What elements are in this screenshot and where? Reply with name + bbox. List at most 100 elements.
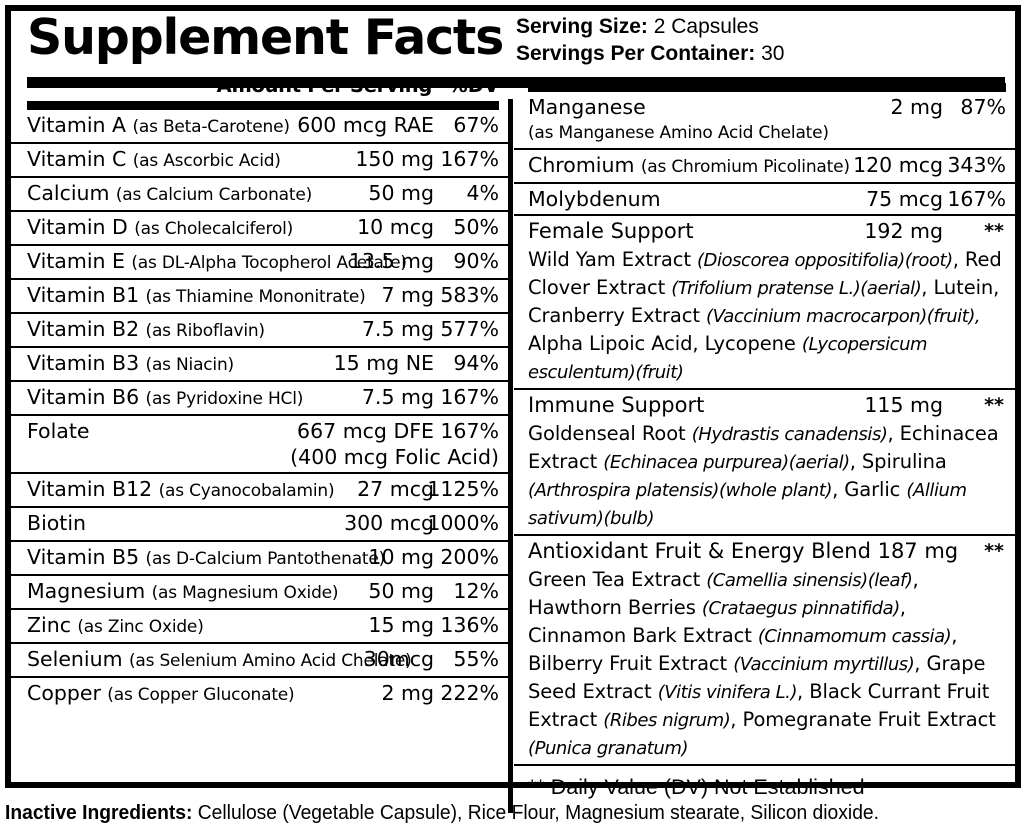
blend-row: Immune Support 115 mg ** Goldenseal Root (H… — [514, 388, 1015, 534]
table-row: Copper (as Copper Gluconate) 2 mg 222% — [11, 676, 508, 710]
nutrient-form: (as DL-Alpha Tocopherol Acetate) — [131, 253, 407, 273]
nutrient-amount: 75 mcg — [866, 187, 943, 211]
right-column-spacer — [514, 73, 1015, 83]
dv-header: %DV — [448, 74, 499, 97]
table-row: Magnesium (as Magnesium Oxide) 50 mg 12% — [11, 574, 508, 608]
nutrient-amount: 120 mcg — [853, 153, 943, 177]
nutrient-dv: 1125% — [427, 477, 499, 501]
nutrient-name: Vitamin C — [27, 147, 127, 171]
nutrient-form: (as Thiamine Mononitrate) — [145, 287, 366, 307]
nutrient-name: Zinc — [27, 613, 72, 637]
table-row: Chromium (as Chromium Picolinate) 120 mcg… — [514, 148, 1015, 182]
nutrient-form: (as Calcium Carbonate) — [115, 185, 313, 205]
blend-row: Female Support 192 mg ** Wild Yam Extract (… — [514, 214, 1015, 388]
nutrient-dv: 167% — [947, 187, 1006, 211]
nutrient-columns: Amount Per Serving %DV Vitamin A (as Bet… — [11, 73, 1015, 813]
nutrient-amount: 667 mcg DFE — [297, 419, 434, 443]
nutrient-dv: 90% — [453, 249, 499, 273]
blend-name: Immune Support — [528, 393, 705, 417]
nutrient-form: (as Zinc Oxide) — [77, 617, 204, 637]
nutrient-amount: 150 mg — [355, 147, 434, 171]
right-column: Manganese 2 mg 87% (as Manganese Amino Acid… — [514, 73, 1015, 799]
nutrient-amount: 30mcg — [363, 647, 434, 671]
nutrient-name: Chromium — [528, 153, 635, 177]
table-row: Molybdenum 75 mcg 167% — [514, 182, 1015, 214]
inactive-ingredients-label: Inactive Ingredients: — [5, 801, 193, 824]
nutrient-dv: 87% — [960, 95, 1006, 119]
right-header-rule — [528, 83, 1006, 92]
column-headers: Amount Per Serving %DV — [11, 73, 508, 101]
nutrient-form: (as Copper Gluconate) — [107, 685, 295, 705]
page-title: Supplement Facts — [27, 9, 504, 66]
nutrient-name: Vitamin B2 — [27, 317, 140, 341]
nutrient-form: (as D-Calcium Pantothenate) — [145, 549, 386, 569]
nutrient-name: Vitamin B3 — [27, 351, 140, 375]
blend-dv: ** — [984, 394, 1004, 416]
inactive-ingredients-value: Cellulose (Vegetable Capsule), Rice Flou… — [192, 801, 879, 824]
blend-row: Antioxidant Fruit & Energy Blend 187 mg *… — [514, 534, 1015, 764]
nutrient-dv: 577% — [440, 317, 499, 341]
nutrient-dv: 67% — [453, 113, 499, 137]
table-row: Zinc (as Zinc Oxide) 15 mg 136% — [11, 608, 508, 642]
nutrient-amount: 2 mg — [890, 95, 943, 119]
servings-per-container-line: Servings Per Container: 30 — [516, 40, 784, 67]
nutrient-form: (as Ascorbic Acid) — [132, 151, 281, 171]
nutrient-form: (as Magnesium Oxide) — [151, 583, 339, 603]
nutrient-name: Vitamin A — [27, 113, 127, 137]
blend-dv: ** — [984, 220, 1004, 242]
nutrient-name: Vitamin B6 — [27, 385, 140, 409]
nutrient-form: (as Manganese Amino Acid Chelate) — [528, 123, 829, 143]
nutrient-name: Folate — [27, 419, 90, 443]
table-row: Vitamin B1 (as Thiamine Mononitrate) 7 mg… — [11, 278, 508, 312]
nutrient-name: Vitamin E — [27, 249, 125, 273]
nutrient-amount: 2 mg — [381, 681, 434, 705]
nutrient-name: Vitamin B5 — [27, 545, 140, 569]
nutrient-name: Vitamin B1 — [27, 283, 140, 307]
nutrient-name: Biotin — [27, 511, 87, 535]
facts-panel: Supplement Facts Serving Size: 2 Capsule… — [5, 5, 1021, 813]
serving-size-label: Serving Size: — [516, 15, 648, 38]
servings-per-container-value: 30 — [761, 42, 785, 65]
nutrient-dv: 167% — [440, 147, 499, 171]
blend-ingredients: Wild Yam Extract (Dioscorea oppositifoli… — [528, 248, 1002, 383]
table-row: Folate 667 mcg DFE 167% (400 mcg Folic Acid… — [11, 414, 508, 472]
nutrient-dv: 167% — [440, 419, 499, 443]
blend-ingredients: Goldenseal Root (Hydrastis canadensis), … — [528, 422, 999, 529]
nutrient-amount: 27 mcg — [357, 477, 434, 501]
nutrient-dv: 94% — [453, 351, 499, 375]
table-row: Vitamin B2 (as Riboflavin) 7.5 mg 577% — [11, 312, 508, 346]
inactive-ingredients: Inactive Ingredients: Cellulose (Vegetab… — [5, 800, 1021, 826]
nutrient-name: Molybdenum — [528, 187, 661, 211]
label-header: Supplement Facts Serving Size: 2 Capsule… — [11, 9, 1015, 73]
blend-ingredients: Green Tea Extract (Camellia sinensis)(le… — [528, 568, 996, 759]
table-row: Vitamin B5 (as D-Calcium Pantothenate) 10… — [11, 540, 508, 574]
blend-name: Antioxidant Fruit & Energy Blend 187 mg — [528, 539, 959, 563]
table-row: Vitamin B3 (as Niacin) 15 mg NE 94% — [11, 346, 508, 380]
nutrient-dv: 4% — [466, 181, 499, 205]
column-divider — [508, 99, 513, 813]
nutrient-amount: 10 mg — [368, 545, 434, 569]
serving-size-value: 2 Capsules — [653, 15, 759, 38]
blend-dv: ** — [984, 540, 1004, 562]
nutrient-dv: 136% — [440, 613, 499, 637]
nutrient-name: Manganese — [528, 95, 646, 119]
nutrient-dv: 1000% — [427, 511, 499, 535]
left-nutrient-rows: Vitamin A (as Beta-Carotene) 600 mcg RAE 6… — [11, 110, 508, 710]
blend-amount: 192 mg — [864, 219, 943, 243]
nutrient-dv: 55% — [453, 647, 499, 671]
table-row: Vitamin B12 (as Cyanocobalamin) 27 mcg 112… — [11, 472, 508, 506]
nutrient-amount: 15 mg NE — [333, 351, 434, 375]
nutrient-amount: 300 mcg — [344, 511, 434, 535]
nutrient-name: Vitamin B12 — [27, 477, 153, 501]
table-row: Vitamin A (as Beta-Carotene) 600 mcg RAE 6… — [11, 110, 508, 142]
nutrient-amount: 15 mg — [368, 613, 434, 637]
serving-info: Serving Size: 2 Capsules Servings Per Co… — [516, 13, 784, 67]
table-row: Selenium (as Selenium Amino Acid Chelate… — [11, 642, 508, 676]
nutrient-form: (as Cholecalciferol) — [134, 219, 294, 239]
nutrient-dv: 167% — [440, 385, 499, 409]
dv-note: ** Daily Value (DV) Not Established — [514, 764, 1015, 804]
nutrient-amount: 7.5 mg — [361, 317, 434, 341]
nutrient-form: (as Riboflavin) — [145, 321, 266, 341]
nutrient-amount: 7.5 mg — [361, 385, 434, 409]
